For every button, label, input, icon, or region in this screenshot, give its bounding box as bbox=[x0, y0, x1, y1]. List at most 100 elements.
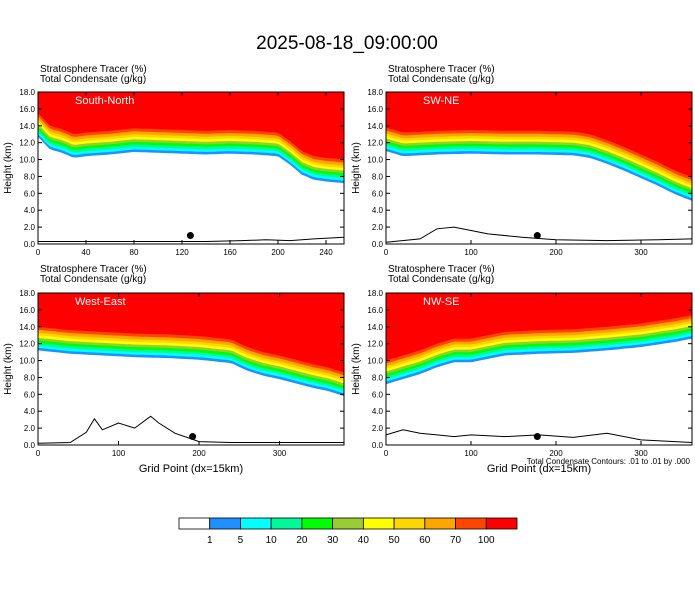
figure-title: 2025-08-18_09:00:00 bbox=[256, 33, 438, 54]
y-tick-label: 18.0 bbox=[19, 88, 35, 97]
y-tick-label: 18.0 bbox=[367, 88, 383, 97]
y-tick-label: 2.0 bbox=[24, 424, 36, 433]
x-axis-label: Grid Point (dx=15km) bbox=[487, 463, 591, 475]
y-tick-label: 4.0 bbox=[24, 206, 36, 215]
y-tick-label: 6.0 bbox=[24, 189, 36, 198]
colorbar-swatch bbox=[240, 517, 272, 530]
location-marker bbox=[186, 232, 194, 240]
panel-header-line1: Stratosphere Tracer (%) bbox=[388, 64, 495, 75]
y-tick-label: 16.0 bbox=[367, 306, 383, 315]
y-tick-label: 4.0 bbox=[372, 407, 384, 416]
panel-nw-se: Stratosphere Tracer (%) Total Condensate… bbox=[351, 264, 693, 475]
y-tick-label: 0.0 bbox=[24, 240, 36, 249]
x-tick-label: 200 bbox=[192, 449, 206, 458]
panel-header-line2: Total Condensate (g/kg) bbox=[40, 274, 146, 285]
y-tick-label: 6.0 bbox=[372, 390, 384, 399]
panel-header-line2: Total Condensate (g/kg) bbox=[388, 74, 494, 85]
y-tick-label: 14.0 bbox=[19, 122, 35, 131]
colorbar-swatch bbox=[270, 517, 303, 530]
tracer-band-10 bbox=[38, 92, 344, 160]
y-tick-label: 6.0 bbox=[372, 189, 384, 198]
y-tick-label: 12.0 bbox=[19, 139, 35, 148]
y-tick-label: 0.0 bbox=[24, 441, 36, 450]
colorbar-swatch bbox=[393, 517, 426, 530]
plot-frame bbox=[385, 91, 693, 245]
y-tick-label: 14.0 bbox=[367, 122, 383, 131]
terrain-line bbox=[37, 415, 344, 444]
y-tick-label: 18.0 bbox=[19, 289, 35, 298]
panel-south-north: Stratosphere Tracer (%) Total Condensate… bbox=[3, 64, 345, 257]
x-tick-label: 0 bbox=[36, 248, 41, 257]
terrain-line bbox=[385, 226, 693, 243]
tracer-band-10 bbox=[38, 293, 344, 373]
y-tick-label: 2.0 bbox=[24, 223, 36, 232]
x-tick-label: 300 bbox=[634, 449, 648, 458]
panel-label: SW-NE bbox=[423, 95, 459, 107]
y-axis-label: Height (km) bbox=[3, 142, 14, 194]
plot-frame bbox=[37, 292, 345, 446]
colorbar-swatch bbox=[455, 517, 487, 530]
terrain-line bbox=[385, 429, 693, 443]
panel-label: South-North bbox=[75, 95, 134, 107]
x-tick-label: 120 bbox=[175, 248, 189, 257]
y-tick-label: 16.0 bbox=[19, 105, 35, 114]
colorbar-label: 40 bbox=[358, 535, 370, 546]
y-tick-label: 8.0 bbox=[372, 172, 384, 181]
y-tick-label: 6.0 bbox=[24, 390, 36, 399]
panel-header-line2: Total Condensate (g/kg) bbox=[40, 74, 146, 85]
y-axis-label: Height (km) bbox=[351, 343, 362, 395]
y-tick-label: 8.0 bbox=[24, 373, 36, 382]
colorbar-swatch bbox=[362, 517, 395, 530]
x-tick-label: 100 bbox=[464, 248, 478, 257]
colorbar-label: 100 bbox=[478, 535, 495, 546]
colorbar-swatch bbox=[332, 517, 364, 530]
y-tick-label: 2.0 bbox=[372, 223, 384, 232]
y-axis-label: Height (km) bbox=[351, 142, 362, 194]
panel-header-line2: Total Condensate (g/kg) bbox=[388, 274, 494, 285]
colorbar-swatch bbox=[209, 517, 241, 530]
colorbar-label: 10 bbox=[266, 535, 278, 546]
y-tick-label: 10.0 bbox=[367, 156, 383, 165]
colorbar-label: 70 bbox=[450, 535, 462, 546]
colorbar-label: 30 bbox=[327, 535, 339, 546]
y-tick-label: 10.0 bbox=[19, 156, 35, 165]
y-tick-label: 12.0 bbox=[19, 340, 35, 349]
x-tick-label: 0 bbox=[384, 248, 389, 257]
y-axis-label: Height (km) bbox=[3, 343, 14, 395]
plot-frame bbox=[37, 91, 345, 245]
y-tick-label: 12.0 bbox=[367, 139, 383, 148]
colorbar-label: 20 bbox=[296, 535, 308, 546]
colorbar-swatch bbox=[485, 517, 518, 530]
x-tick-label: 0 bbox=[384, 449, 389, 458]
y-tick-label: 12.0 bbox=[367, 340, 383, 349]
y-tick-label: 4.0 bbox=[24, 407, 36, 416]
y-tick-label: 18.0 bbox=[367, 289, 383, 298]
y-tick-label: 2.0 bbox=[372, 424, 384, 433]
y-tick-label: 16.0 bbox=[367, 105, 383, 114]
location-marker bbox=[189, 433, 197, 441]
y-tick-label: 0.0 bbox=[372, 240, 384, 249]
colorbar-label: 5 bbox=[238, 535, 244, 546]
panel-west-east: Stratosphere Tracer (%) Total Condensate… bbox=[3, 264, 345, 475]
panel-header-line1: Stratosphere Tracer (%) bbox=[388, 264, 495, 275]
colorbar-swatch bbox=[178, 517, 211, 530]
x-tick-label: 300 bbox=[273, 449, 287, 458]
location-marker bbox=[533, 232, 541, 240]
panel-label: West-East bbox=[75, 296, 126, 308]
location-marker bbox=[533, 433, 541, 441]
x-tick-label: 240 bbox=[319, 248, 333, 257]
x-tick-label: 100 bbox=[464, 449, 478, 458]
contour-note: Total Condensate Contours: .01 to .01 by… bbox=[527, 457, 691, 466]
colorbar-label: 60 bbox=[419, 535, 431, 546]
panel-header-line1: Stratosphere Tracer (%) bbox=[40, 64, 147, 75]
colorbar-swatch bbox=[301, 517, 334, 530]
x-tick-label: 200 bbox=[549, 248, 563, 257]
panel-sw-ne: Stratosphere Tracer (%) Total Condensate… bbox=[351, 64, 693, 257]
colorbar-swatch bbox=[424, 517, 456, 530]
y-tick-label: 14.0 bbox=[19, 323, 35, 332]
y-tick-label: 16.0 bbox=[19, 306, 35, 315]
y-tick-label: 8.0 bbox=[24, 172, 36, 181]
terrain-line bbox=[38, 236, 345, 242]
colorbar-label: 1 bbox=[207, 535, 213, 546]
y-tick-label: 10.0 bbox=[19, 357, 35, 366]
